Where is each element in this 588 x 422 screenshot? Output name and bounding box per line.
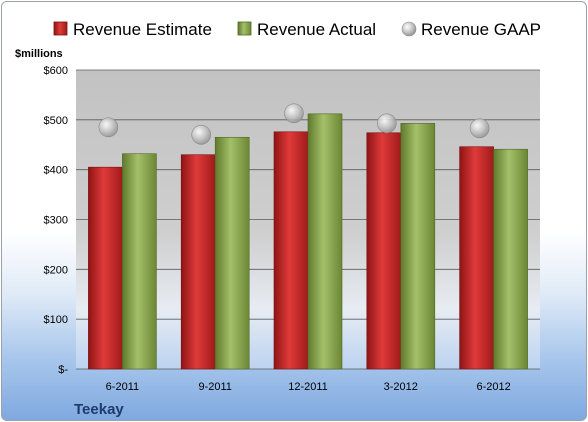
legend-label-actual: Revenue Actual — [257, 20, 376, 39]
bar-revenue-actual — [493, 148, 528, 370]
bars — [88, 103, 528, 370]
marker-revenue-gaap — [376, 113, 397, 134]
bar-revenue-estimate — [88, 166, 123, 370]
x-tick-label: 3-2012 — [384, 381, 418, 393]
y-tick-label: $200 — [44, 264, 68, 276]
marker-revenue-gaap — [98, 117, 119, 138]
y-tick-label: $400 — [44, 165, 68, 177]
legend-swatch-actual — [237, 21, 252, 36]
bar-revenue-estimate — [459, 146, 494, 370]
marker-revenue-gaap — [284, 103, 304, 124]
y-tick-label: $100 — [44, 314, 68, 326]
y-axis-unit-label: $millions — [15, 48, 63, 60]
x-axis-ticks: 6-2011 9-2011 12-2011 3-2012 6-2012 — [106, 381, 511, 393]
bar-revenue-actual — [122, 153, 157, 370]
y-tick-label: $600 — [44, 65, 68, 77]
bar-revenue-actual — [214, 136, 250, 370]
legend-swatch-gaap — [401, 21, 417, 37]
legend-swatch-estimate — [53, 21, 68, 36]
y-tick-label: $- — [58, 364, 68, 376]
bar-revenue-actual — [307, 113, 343, 370]
y-tick-label: $500 — [44, 115, 68, 127]
x-tick-label: 6-2011 — [106, 381, 139, 393]
bar-revenue-actual — [400, 123, 436, 370]
company-name: Teekay — [74, 401, 124, 418]
x-tick-label: 12-2011 — [288, 381, 328, 393]
legend: Revenue Estimate Revenue Actual Revenue … — [53, 20, 541, 39]
y-axis-ticks: $- $100 $200 $300 $400 $500 $600 — [44, 65, 69, 376]
bar-revenue-estimate — [180, 154, 216, 370]
y-tick-label: $300 — [44, 215, 68, 227]
bar-revenue-estimate — [366, 132, 402, 370]
legend-label-estimate: Revenue Estimate — [73, 20, 212, 39]
bar-revenue-estimate — [273, 131, 309, 370]
marker-revenue-gaap — [191, 124, 211, 145]
marker-revenue-gaap — [469, 118, 490, 139]
x-tick-label: 9-2011 — [198, 381, 231, 393]
legend-label-gaap: Revenue GAAP — [421, 20, 541, 39]
x-tick-label: 6-2012 — [476, 381, 510, 393]
